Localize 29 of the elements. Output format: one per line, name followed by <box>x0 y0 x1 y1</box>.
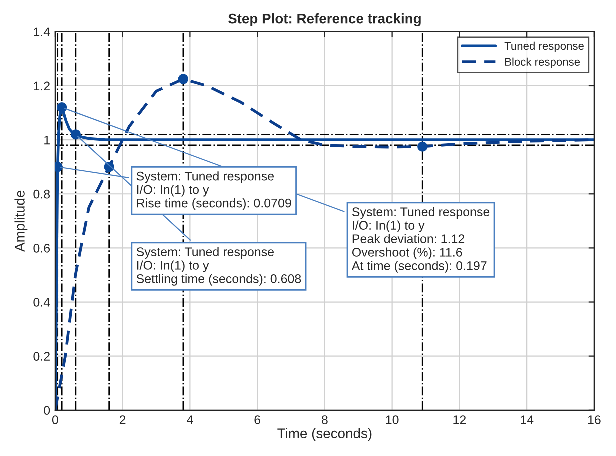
point <box>56 102 68 113</box>
y-tick-label: 0.6 <box>34 244 50 253</box>
x-tick-label: 8 <box>322 416 328 424</box>
annotation: System: Tuned response I/O: In(1) to y Peak deviation: 1.12 Overshoot (%): 11.6 At time (seconds): 0.197 <box>352 207 490 273</box>
x-axis-title: Time (seconds) <box>278 428 372 442</box>
y-tick-label: 1 <box>44 136 50 145</box>
x-tick-label: 12 <box>454 416 466 424</box>
point <box>70 130 82 140</box>
annotation: System: Tuned response I/O: In(1) to y Rise time (seconds): 0.0709 <box>136 172 292 210</box>
x-tick-label: 2 <box>120 416 126 424</box>
x-tick-label: 0 <box>52 416 58 424</box>
point <box>418 142 428 152</box>
annotation: System: Tuned response I/O: In(1) to y Settling time (seconds): 0.608 <box>136 247 302 286</box>
x-tick-label: 6 <box>254 416 260 424</box>
y-axis-title: Amplitude <box>14 190 28 252</box>
y-tick-label: 0.4 <box>34 298 50 307</box>
y-tick-label: 0.8 <box>34 190 50 199</box>
x-tick-label: 4 <box>187 416 194 424</box>
y-tick-label: 0.2 <box>34 352 50 361</box>
x-tick-label: 16 <box>588 416 601 424</box>
point <box>178 74 189 84</box>
chart-title: Step Plot: Reference tracking <box>228 14 421 27</box>
legend-label: Block response <box>505 58 580 68</box>
y-tick-label: 1.4 <box>34 28 50 36</box>
y-tick-label: 1.2 <box>34 82 50 91</box>
x-tick-label: 10 <box>386 416 399 424</box>
legend-label: Tuned response <box>504 42 584 52</box>
x-tick-label: 14 <box>521 416 534 424</box>
y-tick-label: 0 <box>44 406 50 416</box>
